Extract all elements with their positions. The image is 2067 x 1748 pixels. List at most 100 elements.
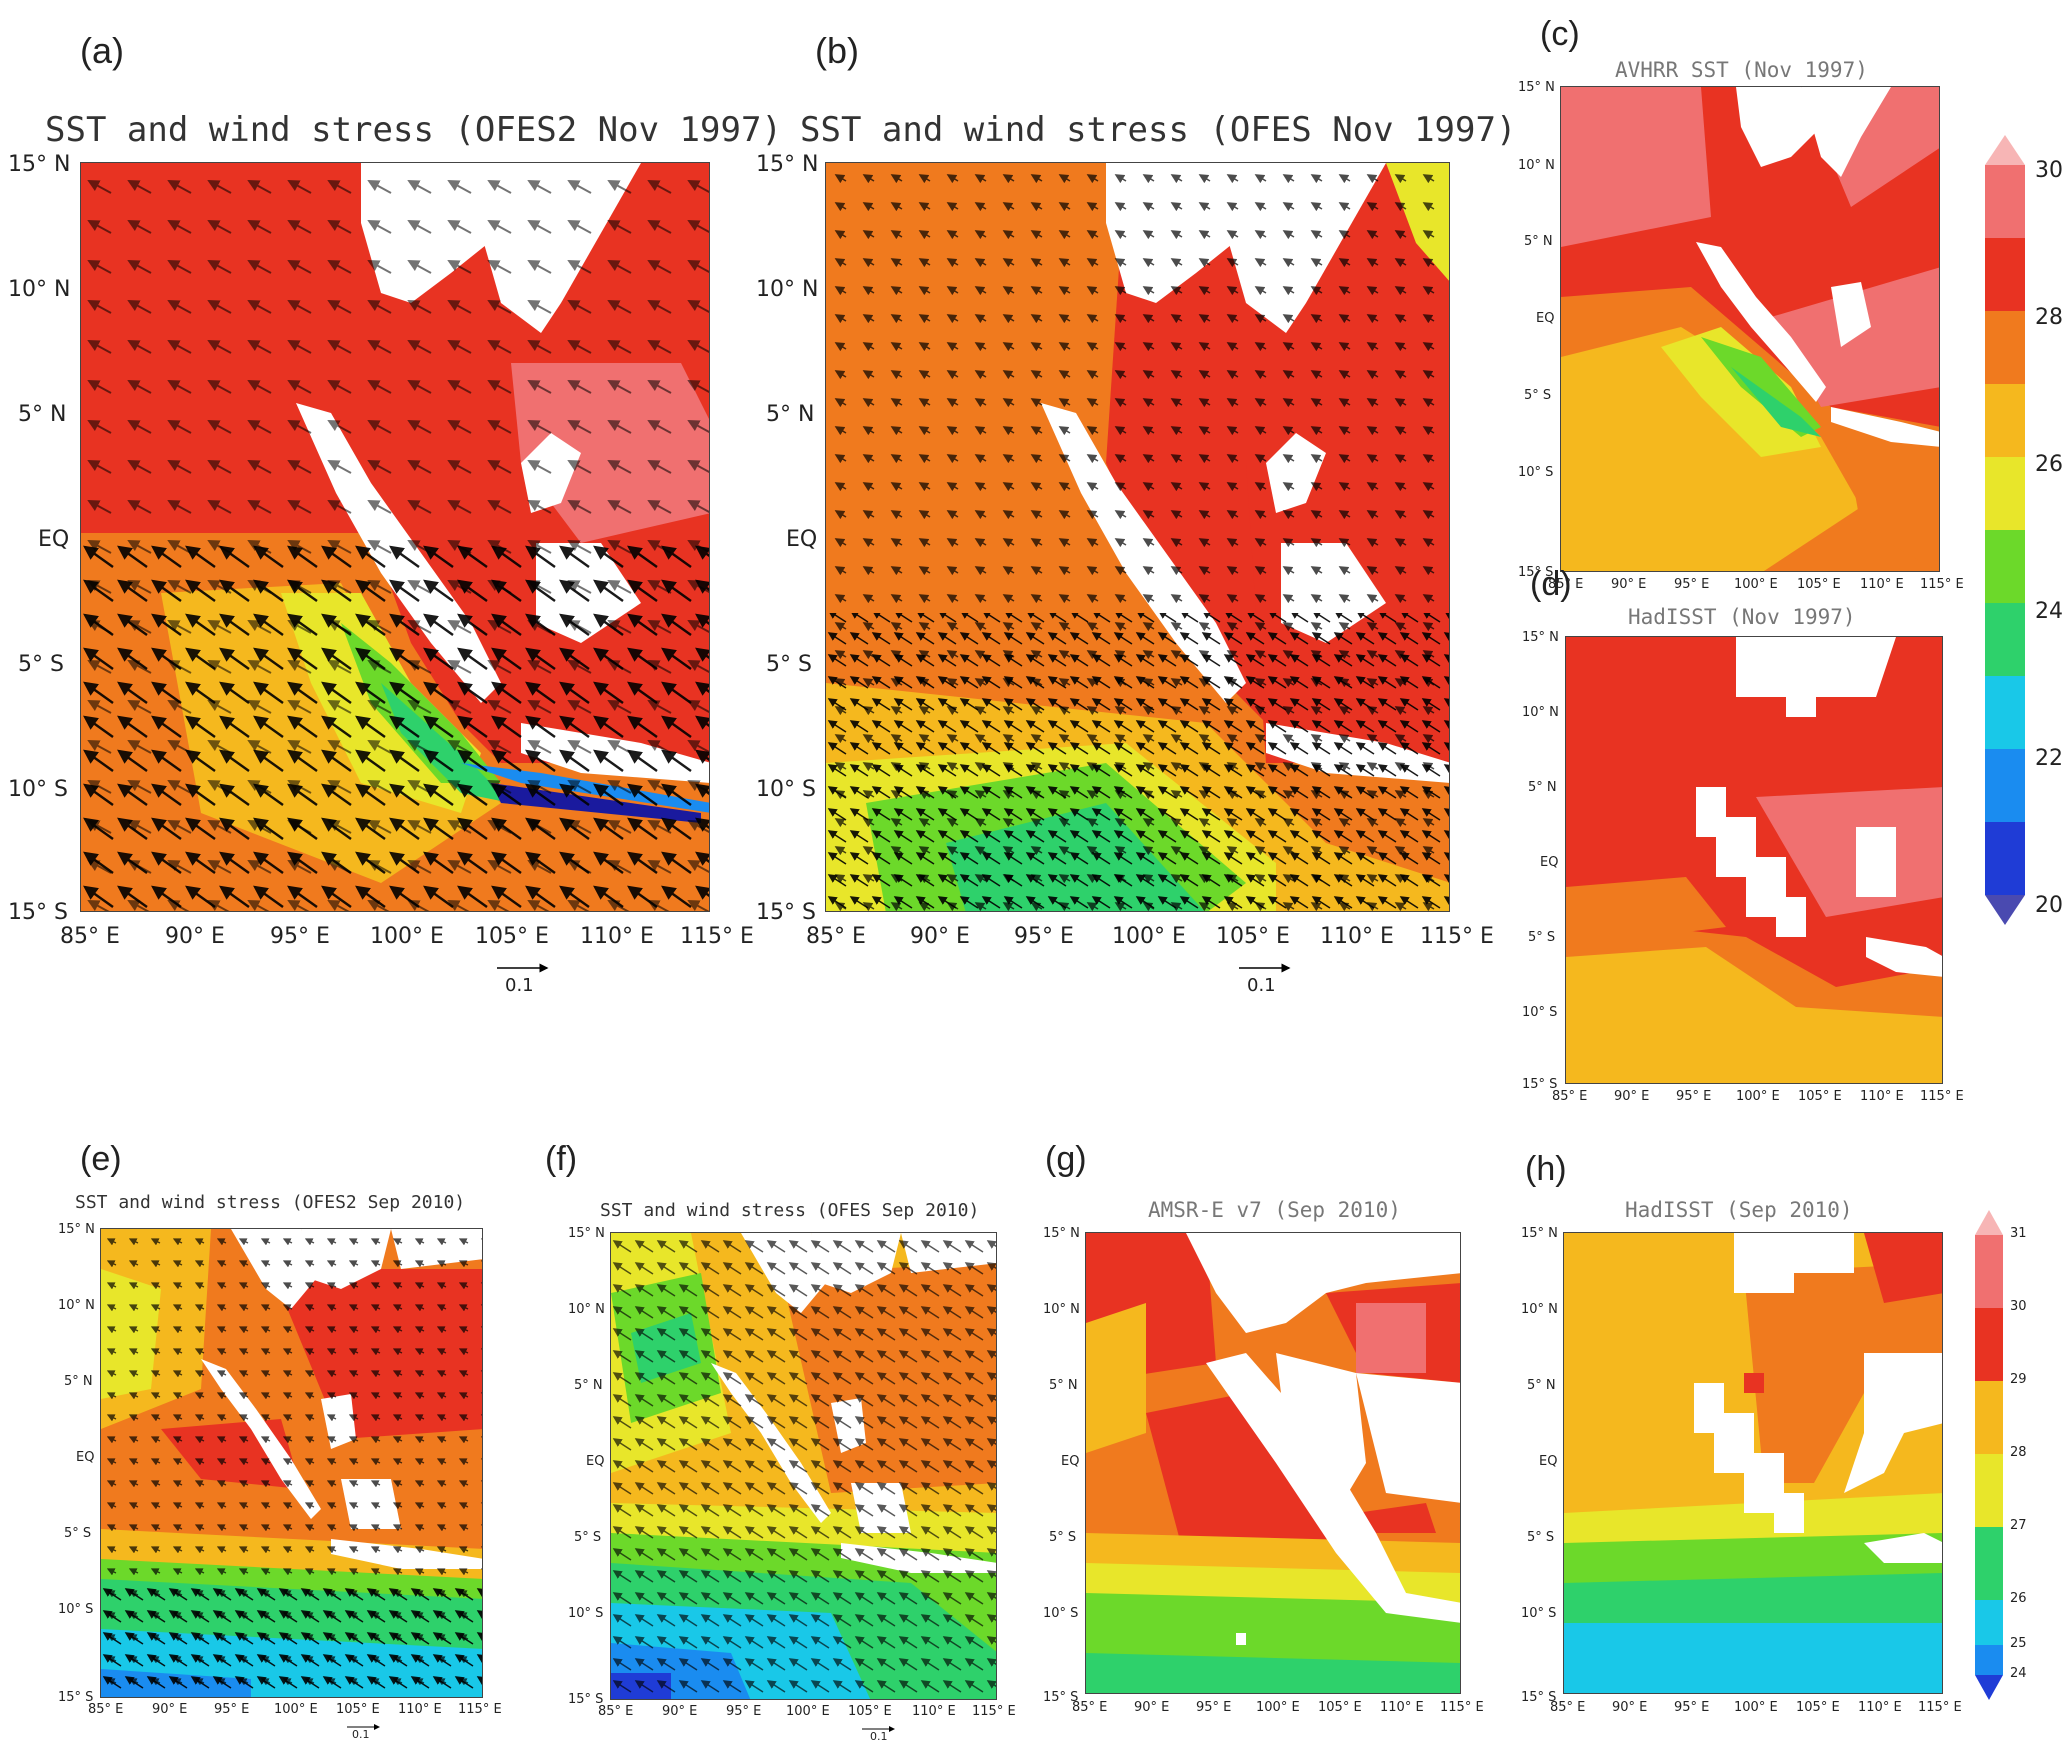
lat-tick: 5° S — [574, 1530, 602, 1545]
lat-tick: 5° N — [1524, 234, 1553, 249]
lon-tick: 105° E — [848, 1704, 892, 1719]
lat-tick: 15° N — [1521, 1226, 1558, 1241]
lon-tick: 95° E — [1196, 1700, 1232, 1715]
lat-tick: 10° S — [58, 1602, 94, 1617]
colorbar-tick: 31 — [2010, 1226, 2027, 1241]
lon-tick: 95° E — [1674, 1700, 1710, 1715]
lon-tick: 105° E — [1796, 1700, 1840, 1715]
lat-tick: 10° N — [58, 1298, 95, 1313]
panel-title: SST and wind stress (OFES2 Sep 2010) — [75, 1192, 466, 1213]
lat-tick: 10° S — [756, 777, 816, 802]
lat-tick: 15° N — [1043, 1226, 1080, 1241]
panel-label: (e) — [80, 1140, 122, 1178]
lon-tick: 85° E — [1548, 577, 1584, 592]
colorbar-tick: 27 — [2010, 1518, 2027, 1533]
wind-scale-label: 0.1 — [1247, 975, 1276, 996]
lon-tick: 105° E — [1797, 577, 1841, 592]
lat-tick: 15° N — [58, 1222, 95, 1237]
colorbar-tick: 28 — [2035, 305, 2063, 330]
lat-tick: 10° S — [568, 1606, 604, 1621]
lon-tick: 115° E — [972, 1704, 1016, 1719]
lat-tick: 5° S — [1527, 1530, 1555, 1545]
lon-tick: 110° E — [1858, 1700, 1902, 1715]
lon-tick: 105° E — [1216, 924, 1290, 949]
lon-tick: 115° E — [1920, 1089, 1964, 1104]
lon-tick: 110° E — [1380, 1700, 1424, 1715]
lon-tick: 115° E — [1918, 1700, 1962, 1715]
panel-title: AMSR-E v7 (Sep 2010) — [1148, 1198, 1401, 1222]
lat-tick: 5° N — [1049, 1378, 1078, 1393]
colorbar-tick: 30 — [2010, 1299, 2027, 1314]
lat-tick: 5° S — [1524, 388, 1552, 403]
lon-tick: 100° E — [274, 1702, 318, 1717]
lon-tick: 100° E — [786, 1704, 830, 1719]
lat-tick: EQ — [1540, 855, 1559, 870]
lon-tick: 90° E — [1134, 1700, 1170, 1715]
colorbar-tick: 28 — [2010, 1445, 2027, 1460]
lon-tick: 85° E — [1550, 1700, 1586, 1715]
lat-tick: 5° S — [18, 652, 64, 677]
panel-label: (g) — [1045, 1140, 1087, 1178]
lat-tick: 15° S — [1043, 1690, 1079, 1705]
map-e — [100, 1228, 483, 1698]
lat-tick: 10° S — [8, 777, 68, 802]
lon-tick: 95° E — [214, 1702, 250, 1717]
lat-tick: 5° S — [1049, 1530, 1077, 1545]
panel-label: (b) — [815, 30, 859, 71]
lat-tick: 5° N — [1528, 780, 1557, 795]
colorbar-tick: 24 — [2010, 1666, 2027, 1681]
lat-tick: 15° N — [568, 1226, 605, 1241]
panel-label: (a) — [80, 30, 124, 71]
lat-tick: 5° N — [64, 1374, 93, 1389]
lat-tick: EQ — [1536, 311, 1555, 326]
lon-tick: 115° E — [680, 924, 754, 949]
lat-tick: EQ — [76, 1450, 95, 1465]
lon-tick: 100° E — [1734, 577, 1778, 592]
lat-tick: 5° N — [1527, 1378, 1556, 1393]
lon-tick: 105° E — [1318, 1700, 1362, 1715]
lat-tick: 5° S — [64, 1526, 92, 1541]
lon-tick: 110° E — [580, 924, 654, 949]
lon-tick: 100° E — [1112, 924, 1186, 949]
lon-tick: 105° E — [336, 1702, 380, 1717]
panel-title: AVHRR SST (Nov 1997) — [1615, 58, 1868, 82]
wind-scale-label: 0.1 — [870, 1730, 888, 1743]
colorbar-tick: 25 — [2010, 1636, 2027, 1651]
lat-tick: EQ — [586, 1454, 605, 1469]
lat-tick: 15° N — [1522, 630, 1559, 645]
colorbar-tick: 26 — [2010, 1591, 2027, 1606]
lat-tick: EQ — [1539, 1454, 1558, 1469]
lon-tick: 115° E — [1440, 1700, 1484, 1715]
lat-tick: 10° N — [756, 277, 819, 302]
map-d — [1565, 636, 1943, 1084]
lat-tick: 10° S — [1521, 1606, 1557, 1621]
colorbar-2010 — [1975, 1210, 2003, 1704]
colorbar-tick: 30 — [2035, 158, 2063, 183]
lon-tick: 90° E — [662, 1704, 698, 1719]
colorbar-tick: 29 — [2010, 1372, 2027, 1387]
lat-tick: 5° N — [18, 402, 67, 427]
lat-tick: 15° S — [1522, 1077, 1558, 1092]
panel-label: (f) — [545, 1140, 578, 1178]
lon-tick: 85° E — [598, 1704, 634, 1719]
lon-tick: 90° E — [152, 1702, 188, 1717]
lat-tick: EQ — [1061, 1454, 1080, 1469]
lat-tick: 5° N — [766, 402, 815, 427]
lon-tick: 115° E — [458, 1702, 502, 1717]
lon-tick: 85° E — [60, 924, 120, 949]
lat-tick: 15° S — [58, 1690, 94, 1705]
map-a — [80, 162, 710, 912]
lon-tick: 95° E — [1676, 1089, 1712, 1104]
lat-tick: 15° N — [1518, 80, 1555, 95]
map-g — [1085, 1232, 1461, 1694]
panel-label: (c) — [1540, 15, 1580, 53]
lat-tick: 5° N — [574, 1378, 603, 1393]
colorbar-tick: 22 — [2035, 746, 2063, 771]
lon-tick: 95° E — [726, 1704, 762, 1719]
lon-tick: 115° E — [1920, 577, 1964, 592]
lon-tick: 110° E — [1860, 1089, 1904, 1104]
panel-label: (d) — [1530, 565, 1572, 603]
lon-tick: 90° E — [1614, 1089, 1650, 1104]
lon-tick: 85° E — [1072, 1700, 1108, 1715]
lat-tick: 10° N — [1521, 1302, 1558, 1317]
